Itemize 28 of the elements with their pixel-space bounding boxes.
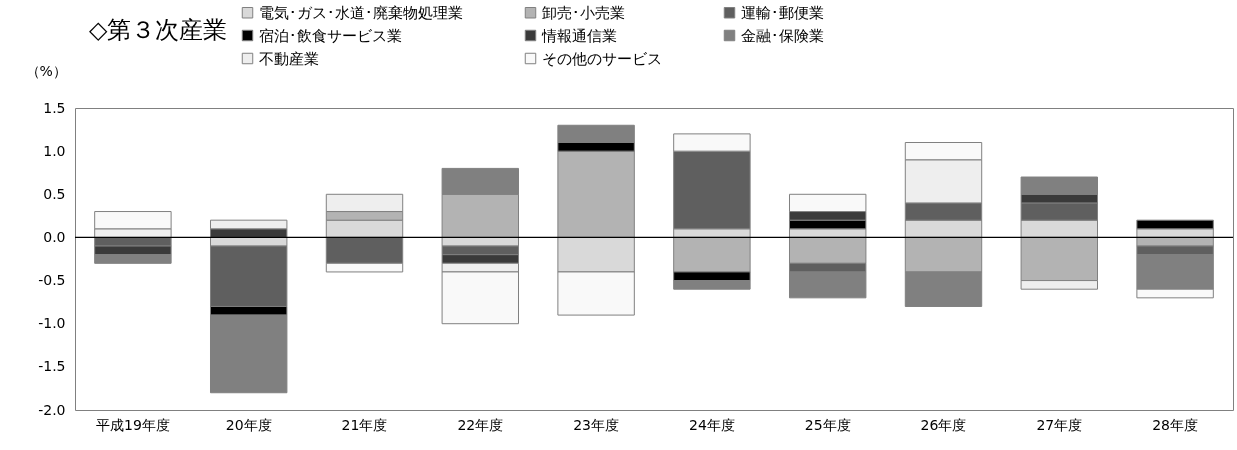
y-tick-label: 1.5 — [43, 99, 66, 116]
y-axis-title: （%） — [25, 62, 67, 79]
x-tick-label: 平成19年度 — [95, 416, 170, 433]
y-tick-label: -1.0 — [38, 315, 66, 332]
legend-label: その他のサービス — [542, 49, 662, 68]
legend-label: 情報通信業 — [541, 26, 617, 45]
x-tick-label: 20年度 — [225, 416, 272, 433]
x-tick-label: 27年度 — [1036, 416, 1083, 433]
y-tick-label: 0.0 — [43, 228, 66, 245]
legend-label: 運輸･郵便業 — [741, 3, 824, 22]
chart-title: ◇第３次産業 — [89, 16, 228, 44]
legend-label: 不動産業 — [259, 49, 319, 68]
y-tick-label: -2.0 — [38, 401, 66, 418]
x-tick-label: 24年度 — [688, 416, 735, 433]
x-tick-label: 26年度 — [920, 416, 967, 433]
x-tick-label: 23年度 — [573, 416, 620, 433]
y-tick-label: 0.5 — [43, 185, 66, 202]
x-tick-label: 22年度 — [457, 416, 504, 433]
y-tick-label: -0.5 — [38, 272, 66, 289]
legend-label: 金融･保険業 — [741, 26, 824, 45]
legend-label: 宿泊･飲食サービス業 — [259, 26, 402, 45]
legend-label: 卸売･小売業 — [542, 3, 625, 22]
x-tick-label: 28年度 — [1152, 416, 1199, 433]
x-tick-label: 25年度 — [804, 416, 851, 433]
y-tick-label: 1.0 — [43, 142, 66, 159]
legend-label: 電気･ガス･水道･廃棄物処理業 — [259, 3, 463, 22]
y-tick-label: -1.5 — [38, 358, 66, 375]
x-tick-label: 21年度 — [341, 416, 388, 433]
